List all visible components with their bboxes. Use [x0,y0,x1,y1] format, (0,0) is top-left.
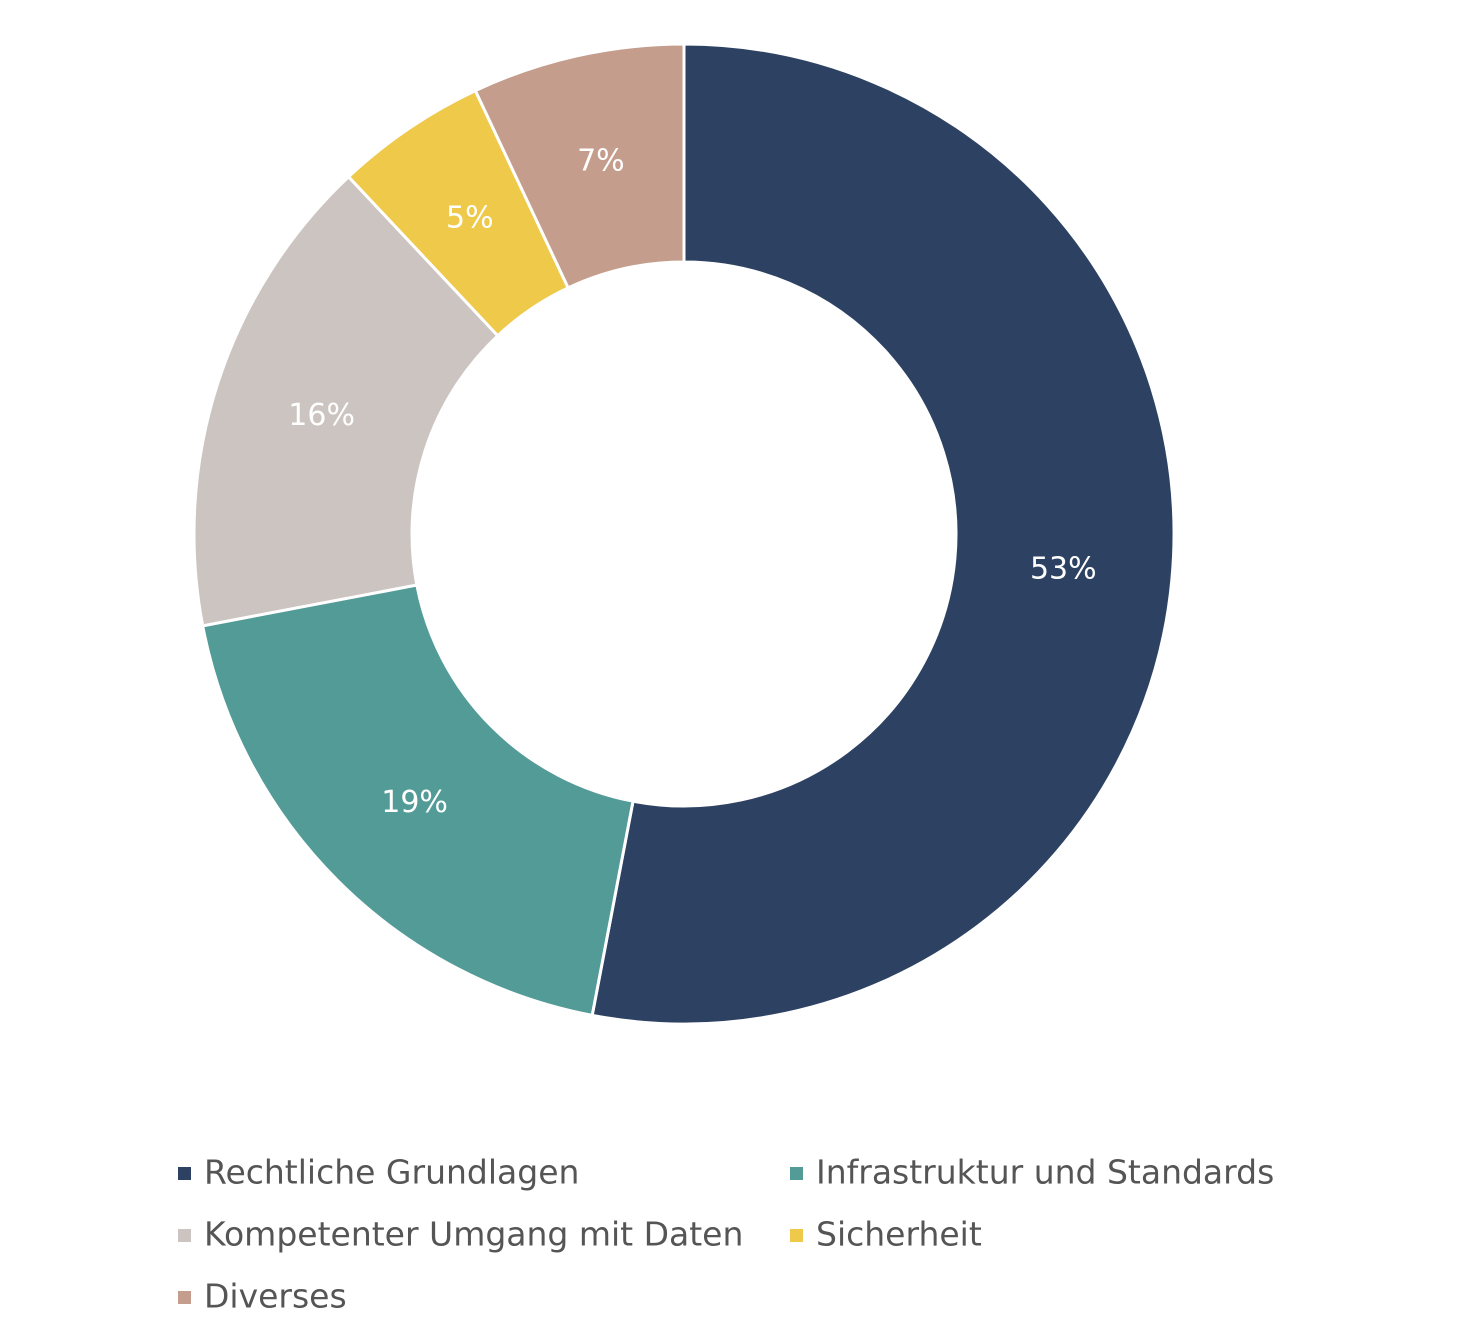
donut-slice [473,42,686,290]
legend-label: Rechtliche Grundlagen [204,1153,579,1192]
value-label: 5% [446,200,494,235]
donut-slice [590,42,1176,1026]
value-label: 19% [381,785,448,820]
legend-swatch [178,1167,191,1180]
donut-slice [192,174,500,628]
legend-swatch [790,1167,803,1180]
legend-swatch [178,1291,191,1304]
legend-label: Diverses [204,1277,347,1316]
legend-label: Infrastruktur und Standards [816,1153,1274,1192]
value-label: 7% [577,144,625,179]
legend-swatch [178,1229,191,1242]
legend-label: Sicherheit [816,1215,982,1254]
value-label: 53% [1030,551,1097,586]
legend-swatch [790,1229,803,1242]
donut-slice [200,583,635,1018]
value-label: 16% [288,398,355,433]
legend-label: Kompetenter Umgang mit Daten [204,1215,743,1254]
